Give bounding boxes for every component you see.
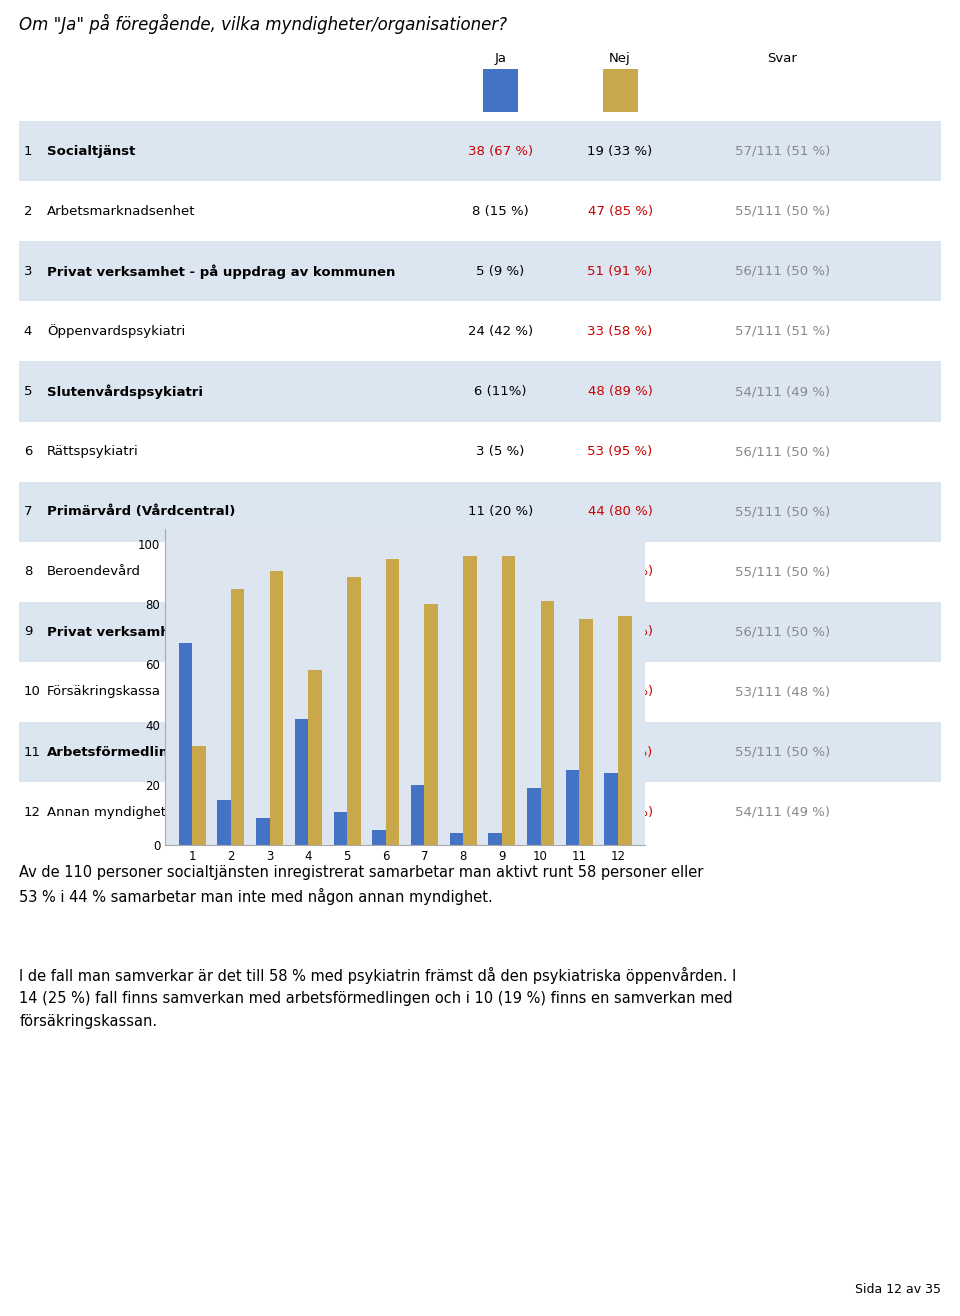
- Bar: [463, 557, 477, 845]
- Text: Arbetsförmedling: Arbetsförmedling: [47, 746, 179, 758]
- Text: Annan myndighet/organisation: Annan myndighet/organisation: [47, 805, 253, 819]
- Bar: [270, 571, 283, 845]
- Text: 2 (4 %): 2 (4 %): [476, 566, 524, 578]
- Text: 3 (5 %): 3 (5 %): [476, 445, 524, 458]
- Bar: [579, 620, 593, 845]
- Text: 41 (75 %): 41 (75 %): [588, 746, 653, 758]
- Text: Försäkringskassa: Försäkringskassa: [47, 686, 161, 699]
- Text: 43 (81 %): 43 (81 %): [588, 686, 653, 699]
- Text: 51 (91 %): 51 (91 %): [588, 265, 653, 278]
- Text: Öppenvardspsykiatri: Öppenvardspsykiatri: [47, 325, 185, 338]
- Bar: [411, 784, 424, 845]
- Text: 54 (96 %): 54 (96 %): [588, 625, 653, 638]
- Text: 13 (24 %): 13 (24 %): [468, 805, 533, 819]
- Bar: [179, 644, 192, 845]
- Bar: [295, 719, 308, 845]
- Text: 8: 8: [24, 566, 33, 578]
- Text: Ja: Ja: [494, 53, 506, 64]
- Text: 4: 4: [24, 325, 33, 338]
- Text: 57/111 (51 %): 57/111 (51 %): [734, 145, 830, 158]
- Text: 53/111 (48 %): 53/111 (48 %): [734, 686, 829, 699]
- Text: Socialtjänst: Socialtjänst: [47, 145, 135, 158]
- Text: 55/111 (50 %): 55/111 (50 %): [734, 566, 829, 578]
- Bar: [483, 68, 517, 112]
- Text: 2 (4 %): 2 (4 %): [476, 625, 524, 638]
- Text: 24 (42 %): 24 (42 %): [468, 325, 533, 338]
- Text: 56/111 (50 %): 56/111 (50 %): [734, 445, 829, 458]
- Text: 19 (33 %): 19 (33 %): [588, 145, 653, 158]
- Text: 38 (67 %): 38 (67 %): [468, 145, 533, 158]
- Bar: [603, 68, 637, 112]
- Text: 10: 10: [24, 686, 40, 699]
- Text: 6 (11%): 6 (11%): [474, 386, 526, 397]
- Bar: [256, 817, 270, 845]
- Text: 41 (76 %): 41 (76 %): [588, 805, 653, 819]
- Bar: [192, 746, 205, 845]
- Bar: [372, 830, 386, 845]
- Text: 5 (9 %): 5 (9 %): [476, 265, 524, 278]
- Text: 48 (89 %): 48 (89 %): [588, 386, 653, 397]
- Text: 55/111 (50 %): 55/111 (50 %): [734, 505, 829, 519]
- Bar: [386, 559, 399, 845]
- Bar: [565, 770, 579, 845]
- Text: 53 (95 %): 53 (95 %): [588, 445, 653, 458]
- Text: Arbetsmarknadsenhet: Arbetsmarknadsenhet: [47, 205, 195, 217]
- Text: 55/111 (50 %): 55/111 (50 %): [734, 746, 829, 758]
- Text: 47 (85 %): 47 (85 %): [588, 205, 653, 217]
- Bar: [348, 578, 361, 845]
- Text: 1: 1: [24, 145, 33, 158]
- Text: 11 (20 %): 11 (20 %): [468, 505, 533, 519]
- Text: 8 (15 %): 8 (15 %): [472, 205, 529, 217]
- Text: 3: 3: [24, 265, 33, 278]
- Text: 6: 6: [24, 445, 33, 458]
- Text: Slutenvårdspsykiatri: Slutenvårdspsykiatri: [47, 384, 203, 399]
- Text: Beroendevård: Beroendevård: [47, 566, 141, 578]
- Bar: [231, 590, 245, 845]
- Bar: [502, 557, 516, 845]
- Text: 56/111 (50 %): 56/111 (50 %): [734, 265, 829, 278]
- Text: 14 (25 %): 14 (25 %): [468, 746, 533, 758]
- Text: 9: 9: [24, 625, 33, 638]
- Text: 11: 11: [24, 746, 41, 758]
- Text: 54/111 (49 %): 54/111 (49 %): [734, 805, 829, 819]
- Bar: [424, 604, 438, 845]
- Text: 10 (19 %): 10 (19 %): [468, 686, 533, 699]
- Text: 53 (96 %): 53 (96 %): [588, 566, 653, 578]
- Text: Primärvård (Vårdcentral): Primärvård (Vårdcentral): [47, 505, 235, 519]
- Bar: [527, 788, 540, 845]
- Text: Rättspsykiatri: Rättspsykiatri: [47, 445, 138, 458]
- Text: 12: 12: [24, 805, 41, 819]
- Bar: [540, 601, 554, 845]
- Text: 54/111 (49 %): 54/111 (49 %): [734, 386, 829, 397]
- Text: Privat verksamhet på uppdrag av landstinget: Privat verksamhet på uppdrag av landstin…: [47, 625, 388, 640]
- Bar: [308, 670, 322, 845]
- Text: 7: 7: [24, 505, 33, 519]
- Bar: [217, 800, 231, 845]
- Text: Svar: Svar: [767, 53, 797, 64]
- Text: 5: 5: [24, 386, 33, 397]
- Bar: [618, 616, 632, 845]
- Text: 56/111 (50 %): 56/111 (50 %): [734, 625, 829, 638]
- Text: 57/111 (51 %): 57/111 (51 %): [734, 325, 830, 338]
- Text: Om "Ja" på föregående, vilka myndigheter/organisationer?: Om "Ja" på föregående, vilka myndigheter…: [19, 13, 507, 34]
- Text: Av de 110 personer socialtjänsten inregistrerat samarbetar man aktivt runt 58 pe: Av de 110 personer socialtjänsten inregi…: [19, 865, 704, 905]
- Bar: [489, 833, 502, 845]
- Bar: [449, 833, 463, 845]
- Text: 2: 2: [24, 205, 33, 217]
- Bar: [605, 772, 618, 845]
- Text: Sida 12 av 35: Sida 12 av 35: [854, 1283, 941, 1295]
- Text: 44 (80 %): 44 (80 %): [588, 505, 653, 519]
- Text: I de fall man samverkar är det till 58 % med psykiatrin främst då den psykiatris: I de fall man samverkar är det till 58 %…: [19, 967, 736, 1029]
- Text: Privat verksamhet - på uppdrag av kommunen: Privat verksamhet - på uppdrag av kommun…: [47, 265, 396, 279]
- Text: 55/111 (50 %): 55/111 (50 %): [734, 205, 829, 217]
- Text: Nej: Nej: [610, 53, 631, 64]
- Bar: [333, 812, 348, 845]
- Text: 33 (58 %): 33 (58 %): [588, 325, 653, 338]
